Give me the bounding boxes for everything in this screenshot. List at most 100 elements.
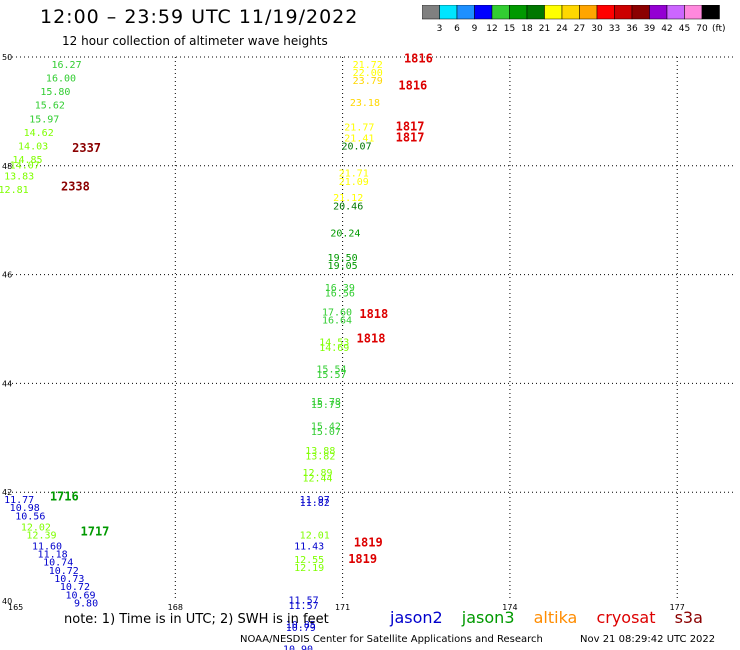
y-tick-label: 48 — [2, 162, 12, 171]
wave-height-label: 21.77 — [344, 122, 374, 133]
wave-height-label: 12.55 — [294, 555, 324, 566]
wave-height-label: 14.85 — [12, 155, 42, 166]
wave-height-label: 12.44 — [302, 473, 332, 484]
legend-cryosat: cryosat — [596, 608, 656, 627]
wave-height-label: 10.98 — [10, 503, 40, 514]
wave-height-label: 16.27 — [52, 60, 82, 71]
wave-height-label: 11.82 — [300, 498, 330, 509]
scale-label: 39 — [644, 24, 656, 34]
wave-height-label: 15.73 — [311, 400, 341, 411]
pass-time-label: 1819 — [354, 536, 383, 550]
wave-height-label: 13.83 — [4, 171, 34, 182]
pass-time-label: 1717 — [81, 525, 110, 539]
pass-time-label: 1818 — [359, 307, 388, 321]
wave-height-label: 15.80 — [40, 87, 70, 98]
scale-label: 21 — [539, 24, 550, 34]
wave-height-label: 20.46 — [333, 201, 363, 212]
scale-label: 12 — [486, 24, 497, 34]
y-tick-label: 50 — [2, 53, 12, 62]
scale-label: 27 — [574, 24, 585, 34]
y-tick-label: 40 — [2, 597, 12, 606]
scale-label: 45 — [679, 24, 690, 34]
wave-height-label: 17.60 — [322, 307, 352, 318]
credit-text: NOAA/NESDIS Center for Satellite Applica… — [240, 634, 543, 645]
wave-height-label: 9.80 — [74, 598, 98, 609]
color-scale: 3 6 9 12 15 18 21 24 27 30 33 36 39 42 45 70 (ft) — [422, 5, 726, 34]
scale-label: 9 — [472, 24, 478, 34]
pass-time-label: 1819 — [348, 552, 377, 566]
wave-height-label: 15.62 — [35, 101, 65, 112]
wave-height-label: 12.81 — [0, 185, 29, 196]
legend-jason2: jason2 — [390, 608, 443, 627]
wave-height-label: 10.73 — [54, 574, 84, 585]
wave-height-label: 16.39 — [325, 283, 355, 294]
wave-height-label: 21.72 — [353, 60, 383, 71]
wave-height-label: 13.88 — [305, 446, 335, 457]
legend-altika: altika — [533, 608, 578, 627]
wave-height-label: 14.62 — [24, 128, 54, 139]
wave-height-label: 12.89 — [302, 468, 332, 479]
wave-height-label: 20.24 — [330, 229, 360, 240]
wave-height-label: 12.01 — [300, 530, 330, 541]
wave-height-label: 10.72 — [49, 566, 79, 577]
legend-jason3: jason3 — [461, 608, 515, 627]
timestamp-text: Nov 21 08:29:42 UTC 2022 — [580, 634, 716, 645]
wave-height-label: 10.69 — [65, 590, 95, 601]
wave-height-label: 19.50 — [328, 253, 358, 264]
scale-label: 24 — [556, 24, 568, 34]
wave-height-label: 20.07 — [342, 141, 372, 152]
x-tick-label: 168 — [168, 603, 183, 612]
scale-label: 3 — [437, 24, 443, 34]
wave-height-label: 15.42 — [311, 422, 341, 433]
x-tick-label: 177 — [670, 603, 685, 612]
wave-height-label: 12.19 — [294, 563, 324, 574]
wave-height-label: 12.02 — [21, 522, 51, 533]
wave-height-label: 15.78 — [311, 397, 341, 408]
chart-title: 12:00 – 23:59 UTC 11/19/2022 — [40, 6, 359, 28]
x-tick-label: 165 — [8, 603, 23, 612]
pass-time-label: 1716 — [50, 489, 79, 503]
scale-unit: (ft) — [712, 24, 726, 34]
pass-time-label: 1818 — [357, 332, 386, 346]
satellite-legend: jason2 jason3 altika cryosat s3a — [390, 608, 717, 627]
scale-label: 42 — [661, 24, 672, 34]
scale-label: 36 — [626, 24, 638, 34]
wave-height-label: 15.97 — [29, 114, 59, 125]
note-text: note: 1) Time is in UTC; 2) SWH is in fe… — [64, 612, 329, 627]
wave-height-label: 16.64 — [322, 316, 352, 327]
pass-time-label: 1816 — [404, 51, 433, 65]
wave-height-label: 10.90 — [283, 645, 313, 650]
wave-height-label: 19.05 — [328, 261, 358, 272]
scale-label: 70 — [696, 24, 708, 34]
wave-height-label: 10.85 — [286, 620, 316, 631]
wave-height-label: 10.56 — [15, 511, 45, 522]
scale-label: 6 — [454, 24, 460, 34]
wave-height-label: 21.41 — [344, 133, 374, 144]
wave-height-label: 10.74 — [43, 558, 73, 569]
wave-height-label: 10.79 — [286, 623, 316, 634]
wave-height-label: 11.97 — [300, 495, 330, 506]
scale-swatch — [701, 5, 720, 20]
pass-time-label: 2338 — [61, 179, 90, 193]
wave-height-label: 21.09 — [339, 177, 369, 188]
pass-time-label: 2337 — [72, 141, 101, 155]
x-tick-label: 171 — [335, 603, 350, 612]
wave-height-label: 21.71 — [339, 169, 369, 180]
wave-height-label: 13.82 — [305, 452, 335, 463]
wave-height-label: 15.54 — [316, 365, 346, 376]
wave-height-label: 14.69 — [319, 343, 349, 354]
wave-height-label: 11.18 — [38, 549, 68, 560]
wave-height-label: 23.18 — [350, 98, 380, 109]
y-tick-label: 44 — [2, 379, 12, 388]
y-tick-label: 42 — [2, 488, 12, 497]
wave-height-label: 11.60 — [32, 541, 62, 552]
wave-height-label: 22.00 — [353, 68, 383, 79]
legend-s3a: s3a — [674, 608, 703, 627]
wave-height-label: 16.56 — [325, 288, 355, 299]
wave-height-label: 23.79 — [353, 76, 383, 87]
pass-time-label: 1816 — [398, 79, 427, 93]
wave-height-label: 14.03 — [18, 141, 48, 152]
wave-height-label: 15.57 — [316, 370, 346, 381]
wave-height-label: 11.43 — [294, 541, 324, 552]
